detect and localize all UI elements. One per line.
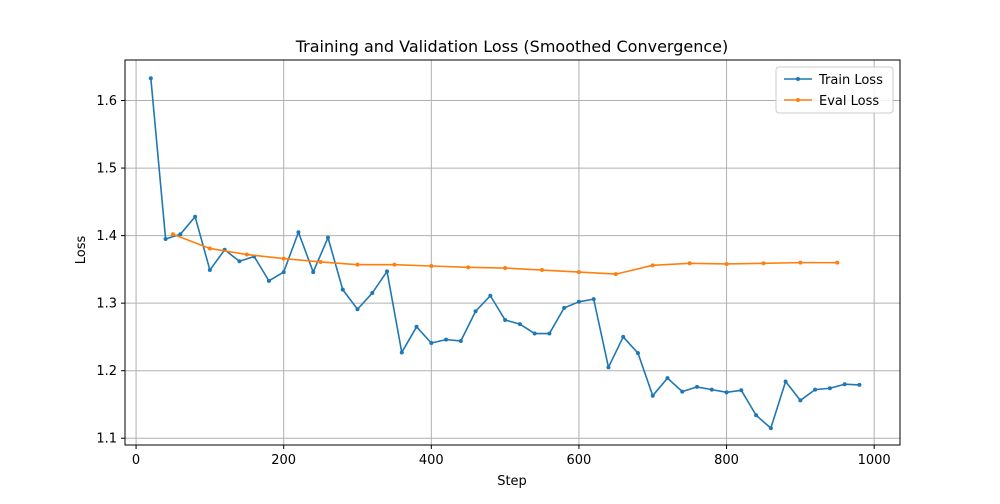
series-layer <box>148 76 862 431</box>
data-point <box>355 307 360 312</box>
data-point <box>687 261 692 266</box>
y-tick-label: 1.5 <box>96 162 117 177</box>
data-point <box>857 382 862 387</box>
legend-label: Train Loss <box>818 73 883 88</box>
series-eval-loss <box>170 232 840 277</box>
data-point <box>842 382 847 387</box>
data-point <box>325 235 330 240</box>
series-train-loss <box>148 76 862 431</box>
data-point <box>207 268 212 273</box>
data-point <box>170 232 175 237</box>
x-tick-label: 1000 <box>858 453 891 468</box>
x-tick-label: 800 <box>714 453 739 468</box>
data-point <box>466 265 471 270</box>
data-point <box>835 260 840 265</box>
data-point <box>281 256 286 261</box>
y-tick-label: 1.6 <box>96 94 117 109</box>
data-point <box>355 262 360 267</box>
data-point <box>576 299 581 304</box>
data-point <box>340 287 345 292</box>
data-point <box>488 293 493 298</box>
data-point <box>237 259 242 264</box>
data-point <box>813 387 818 392</box>
data-point <box>503 266 508 271</box>
data-point <box>385 269 390 274</box>
data-point <box>392 262 397 267</box>
data-point <box>709 387 714 392</box>
data-point <box>429 264 434 269</box>
data-point <box>798 260 803 265</box>
y-axis-label: Loss <box>74 236 89 265</box>
y-tick-label: 1.2 <box>96 364 117 379</box>
data-point <box>444 337 449 342</box>
data-point <box>621 334 626 339</box>
data-point <box>562 305 567 310</box>
plot-frame <box>124 59 901 446</box>
data-point <box>650 393 655 398</box>
legend: Train Loss Eval Loss <box>775 66 894 114</box>
data-point <box>724 261 729 266</box>
data-point <box>576 270 581 275</box>
y-tick-label: 1.3 <box>96 297 117 312</box>
data-point <box>798 398 803 403</box>
data-point <box>296 230 301 235</box>
data-point <box>532 331 537 336</box>
data-point <box>148 76 153 81</box>
data-point <box>193 214 198 219</box>
legend-label: Eval Loss <box>819 94 879 109</box>
data-point <box>266 278 271 283</box>
chart-title: Training and Validation Loss (Smoothed C… <box>295 37 728 56</box>
series-line <box>150 78 860 429</box>
data-point <box>761 261 766 266</box>
y-tick-label: 1.4 <box>96 229 117 244</box>
data-point <box>207 246 212 251</box>
data-point <box>244 252 249 257</box>
data-point <box>724 390 729 395</box>
data-point <box>458 338 463 343</box>
x-tick-label: 200 <box>271 453 296 468</box>
data-point <box>665 376 670 381</box>
data-point <box>178 232 183 237</box>
x-tick-label: 0 <box>132 453 140 468</box>
data-point <box>613 272 618 277</box>
data-point <box>517 322 522 327</box>
data-point <box>370 291 375 296</box>
legend-swatch-marker <box>796 77 800 81</box>
x-tick-label: 600 <box>567 453 592 468</box>
legend-item: Eval Loss <box>784 94 879 109</box>
data-point <box>414 324 419 329</box>
legend-item: Train Loss <box>784 73 883 88</box>
x-axis-label: Step <box>497 474 527 489</box>
data-point <box>311 270 316 275</box>
data-point <box>547 331 552 336</box>
data-point <box>739 388 744 393</box>
legend-swatch-marker <box>796 98 800 102</box>
data-point <box>318 259 323 264</box>
data-point <box>606 365 611 370</box>
data-point <box>429 341 434 346</box>
data-point <box>540 268 545 273</box>
data-point <box>473 309 478 314</box>
data-point <box>591 297 596 302</box>
data-point <box>768 426 773 431</box>
data-point <box>503 318 508 323</box>
axes-layer: 0 200 400 600 800 1000 1.1 1.2 1.3 1.4 1.5 1.6 <box>96 59 901 468</box>
data-point <box>635 351 640 356</box>
x-tick-label: 400 <box>419 453 444 468</box>
data-point <box>399 350 404 355</box>
data-point <box>281 270 286 275</box>
data-point <box>827 386 832 391</box>
y-tick-label: 1.1 <box>96 432 117 447</box>
data-point <box>754 413 759 418</box>
data-point <box>680 389 685 394</box>
grid-layer <box>125 60 900 445</box>
data-point <box>783 379 788 384</box>
data-point <box>695 384 700 389</box>
data-point <box>650 263 655 268</box>
data-point <box>163 236 168 241</box>
